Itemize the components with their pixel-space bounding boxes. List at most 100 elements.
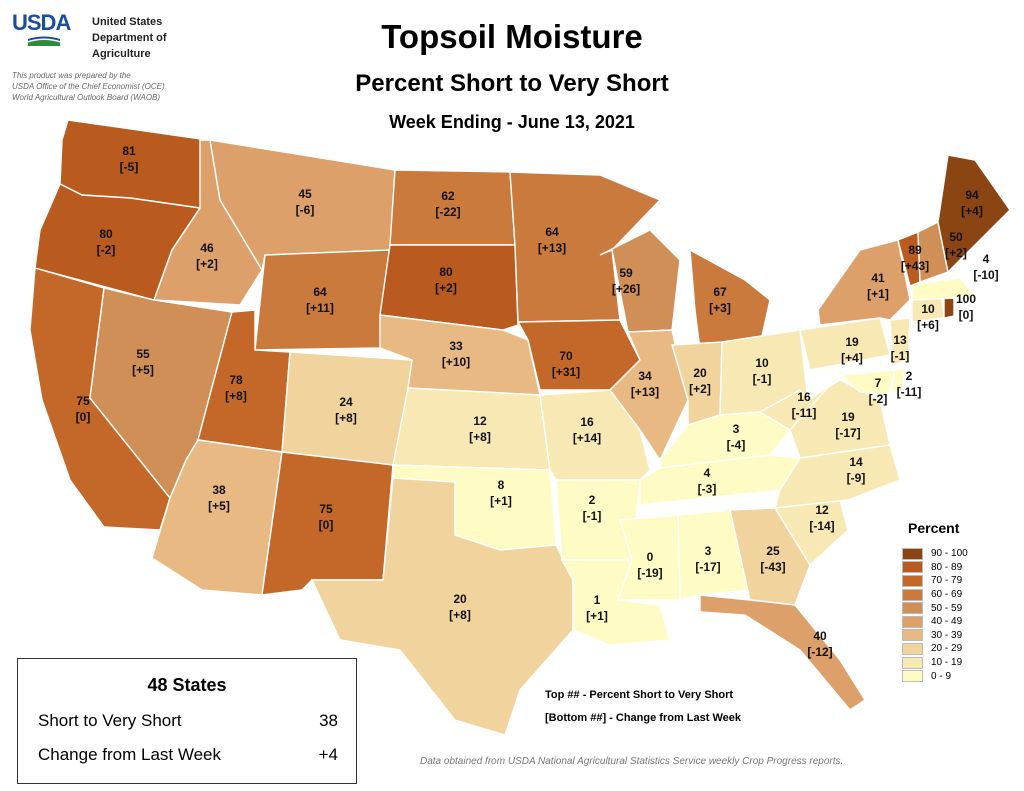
state-value-me: 94 (965, 188, 979, 202)
state-change-nh: [+2] (945, 246, 967, 260)
state-value-ut: 78 (229, 373, 243, 387)
summary-value: +4 (318, 745, 338, 764)
state-change-ky: [-4] (727, 438, 746, 452)
state-value-or: 80 (99, 227, 113, 241)
legend-label: 50 - 59 (931, 602, 963, 614)
state-value-sd: 80 (439, 265, 453, 279)
state-change-ar: [-1] (583, 509, 602, 523)
legend: 90 - 100 80 - 89 70 - 79 60 - 69 50 - 59 40 -… (902, 547, 968, 683)
data-source-note: Data obtained from USDA National Agricul… (420, 756, 844, 767)
state-value-ne: 33 (449, 339, 463, 353)
legend-row: 30 - 39 (902, 629, 968, 643)
state-value-mt: 45 (298, 187, 312, 201)
legend-row: 90 - 100 (902, 547, 968, 561)
state-fl (699, 594, 866, 711)
state-wy (254, 249, 391, 351)
state-change-mt: [-6] (296, 203, 315, 217)
legend-row: 80 - 89 (902, 561, 968, 575)
state-change-ca: [0] (76, 410, 91, 424)
note-bottom-change: [Bottom ##] - Change from Last Week (545, 712, 741, 724)
state-change-az: [+5] (208, 499, 230, 513)
legend-label: 90 - 100 (931, 548, 968, 560)
state-ri (943, 297, 955, 319)
legend-label: 40 - 49 (931, 616, 963, 628)
state-value-id: 46 (200, 241, 214, 255)
state-value-al: 3 (705, 544, 712, 558)
state-value-ga: 25 (766, 544, 780, 558)
state-change-ne: [+10] (442, 355, 470, 369)
state-change-de: [-11] (897, 385, 922, 399)
prepared-line: USDA Office of the Chief Economist (OCE) (12, 82, 165, 91)
state-value-vt: 89 (908, 243, 922, 257)
state-value-ky: 3 (733, 422, 740, 436)
map-subtitle: Percent Short to Very Short (355, 70, 669, 97)
legend-swatch (902, 656, 923, 669)
legend-swatch (902, 629, 923, 642)
legend-swatch (902, 642, 923, 655)
state-change-co: [+8] (335, 411, 357, 425)
state-change-or: [-2] (97, 243, 116, 257)
state-value-co: 24 (339, 395, 353, 409)
map-title: Topsoil Moisture (381, 18, 643, 55)
prepared-by-note: This product was prepared by the USDA Of… (12, 70, 165, 103)
legend-swatch (902, 574, 923, 587)
state-value-wi: 59 (619, 266, 633, 280)
state-change-pa: [+4] (841, 351, 863, 365)
state-change-nc: [-9] (847, 471, 866, 485)
state-change-il: [+13] (631, 385, 659, 399)
state-value-tx: 20 (453, 592, 467, 606)
state-value-az: 38 (212, 483, 226, 497)
legend-row: 0 - 9 (902, 669, 968, 683)
legend-row: 60 - 69 (902, 588, 968, 602)
state-change-ma: [-10] (973, 268, 998, 282)
state-value-nm: 75 (319, 502, 333, 516)
state-value-fl: 40 (813, 629, 827, 643)
state-change-me: [+4] (961, 204, 983, 218)
state-pa (799, 317, 891, 371)
state-change-nv: [+5] (132, 363, 154, 377)
state-al (677, 509, 751, 601)
legend-swatch (902, 547, 923, 560)
legend-label: 0 - 9 (931, 670, 952, 682)
legend-row: 40 - 49 (902, 615, 968, 629)
state-change-sc: [-14] (809, 519, 834, 533)
state-ks (392, 387, 551, 471)
state-value-pa: 19 (845, 335, 859, 349)
state-change-la: [+1] (586, 609, 608, 623)
legend-swatch (902, 670, 923, 683)
legend-row: 20 - 29 (902, 642, 968, 656)
state-change-tn: [-3] (698, 482, 717, 496)
state-change-nj: [-1] (891, 349, 910, 363)
state-value-mi: 67 (713, 285, 727, 299)
state-value-ca: 75 (76, 394, 90, 408)
state-change-ri: [0] (959, 308, 974, 322)
summary-row: Short to Very Short 38 (38, 711, 338, 731)
week-ending: Week Ending - June 13, 2021 (389, 112, 635, 132)
summary-label: Short to Very Short (38, 711, 182, 730)
state-change-al: [-17] (695, 560, 720, 574)
state-change-sd: [+2] (435, 281, 457, 295)
state-value-ct: 10 (921, 302, 935, 316)
state-value-nc: 14 (849, 455, 863, 469)
state-change-ok: [+1] (490, 494, 512, 508)
state-change-md: [-2] (869, 392, 888, 406)
state-value-ri: 100 (956, 292, 976, 306)
summary-box: 48 States Short to Very Short 38 Change … (17, 658, 357, 784)
state-change-nd: [-22] (435, 205, 460, 219)
summary-label: Change from Last Week (38, 745, 221, 764)
legend-label: 30 - 39 (931, 629, 963, 641)
state-change-ia: [+31] (552, 365, 580, 379)
agency-line: United States (92, 16, 163, 28)
summary-value: 38 (319, 711, 338, 730)
state-value-ma: 4 (983, 252, 990, 266)
state-change-mn: [+13] (538, 241, 566, 255)
state-value-de: 2 (906, 369, 913, 383)
state-change-wv: [-11] (792, 406, 817, 420)
state-value-in: 20 (693, 366, 707, 380)
state-change-wi: [+26] (612, 282, 640, 296)
state-value-ny: 41 (871, 271, 885, 285)
state-value-ks: 12 (473, 414, 487, 428)
legend-swatch (902, 615, 923, 628)
state-value-ia: 70 (559, 349, 573, 363)
legend-row: 10 - 19 (902, 656, 968, 670)
